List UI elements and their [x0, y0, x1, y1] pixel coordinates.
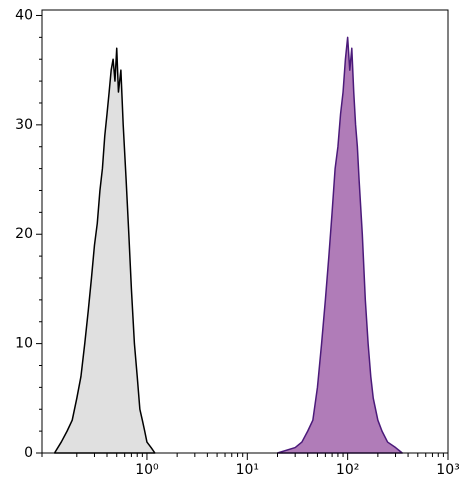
histogram-area	[276, 36, 403, 454]
y-tick-label: 0	[24, 445, 33, 461]
y-tick-label: 30	[15, 117, 33, 133]
x-tick-label: 10²	[336, 462, 359, 478]
histogram-area	[53, 47, 156, 454]
y-tick-label: 10	[15, 336, 33, 352]
x-tick-label: 10³	[436, 462, 459, 478]
x-tick-label: 10⁰	[135, 462, 159, 478]
y-tick-label: 20	[15, 226, 33, 242]
x-tick-label: 10¹	[236, 462, 259, 478]
plot-frame	[41, 9, 449, 454]
y-tick-label: 40	[15, 7, 33, 23]
